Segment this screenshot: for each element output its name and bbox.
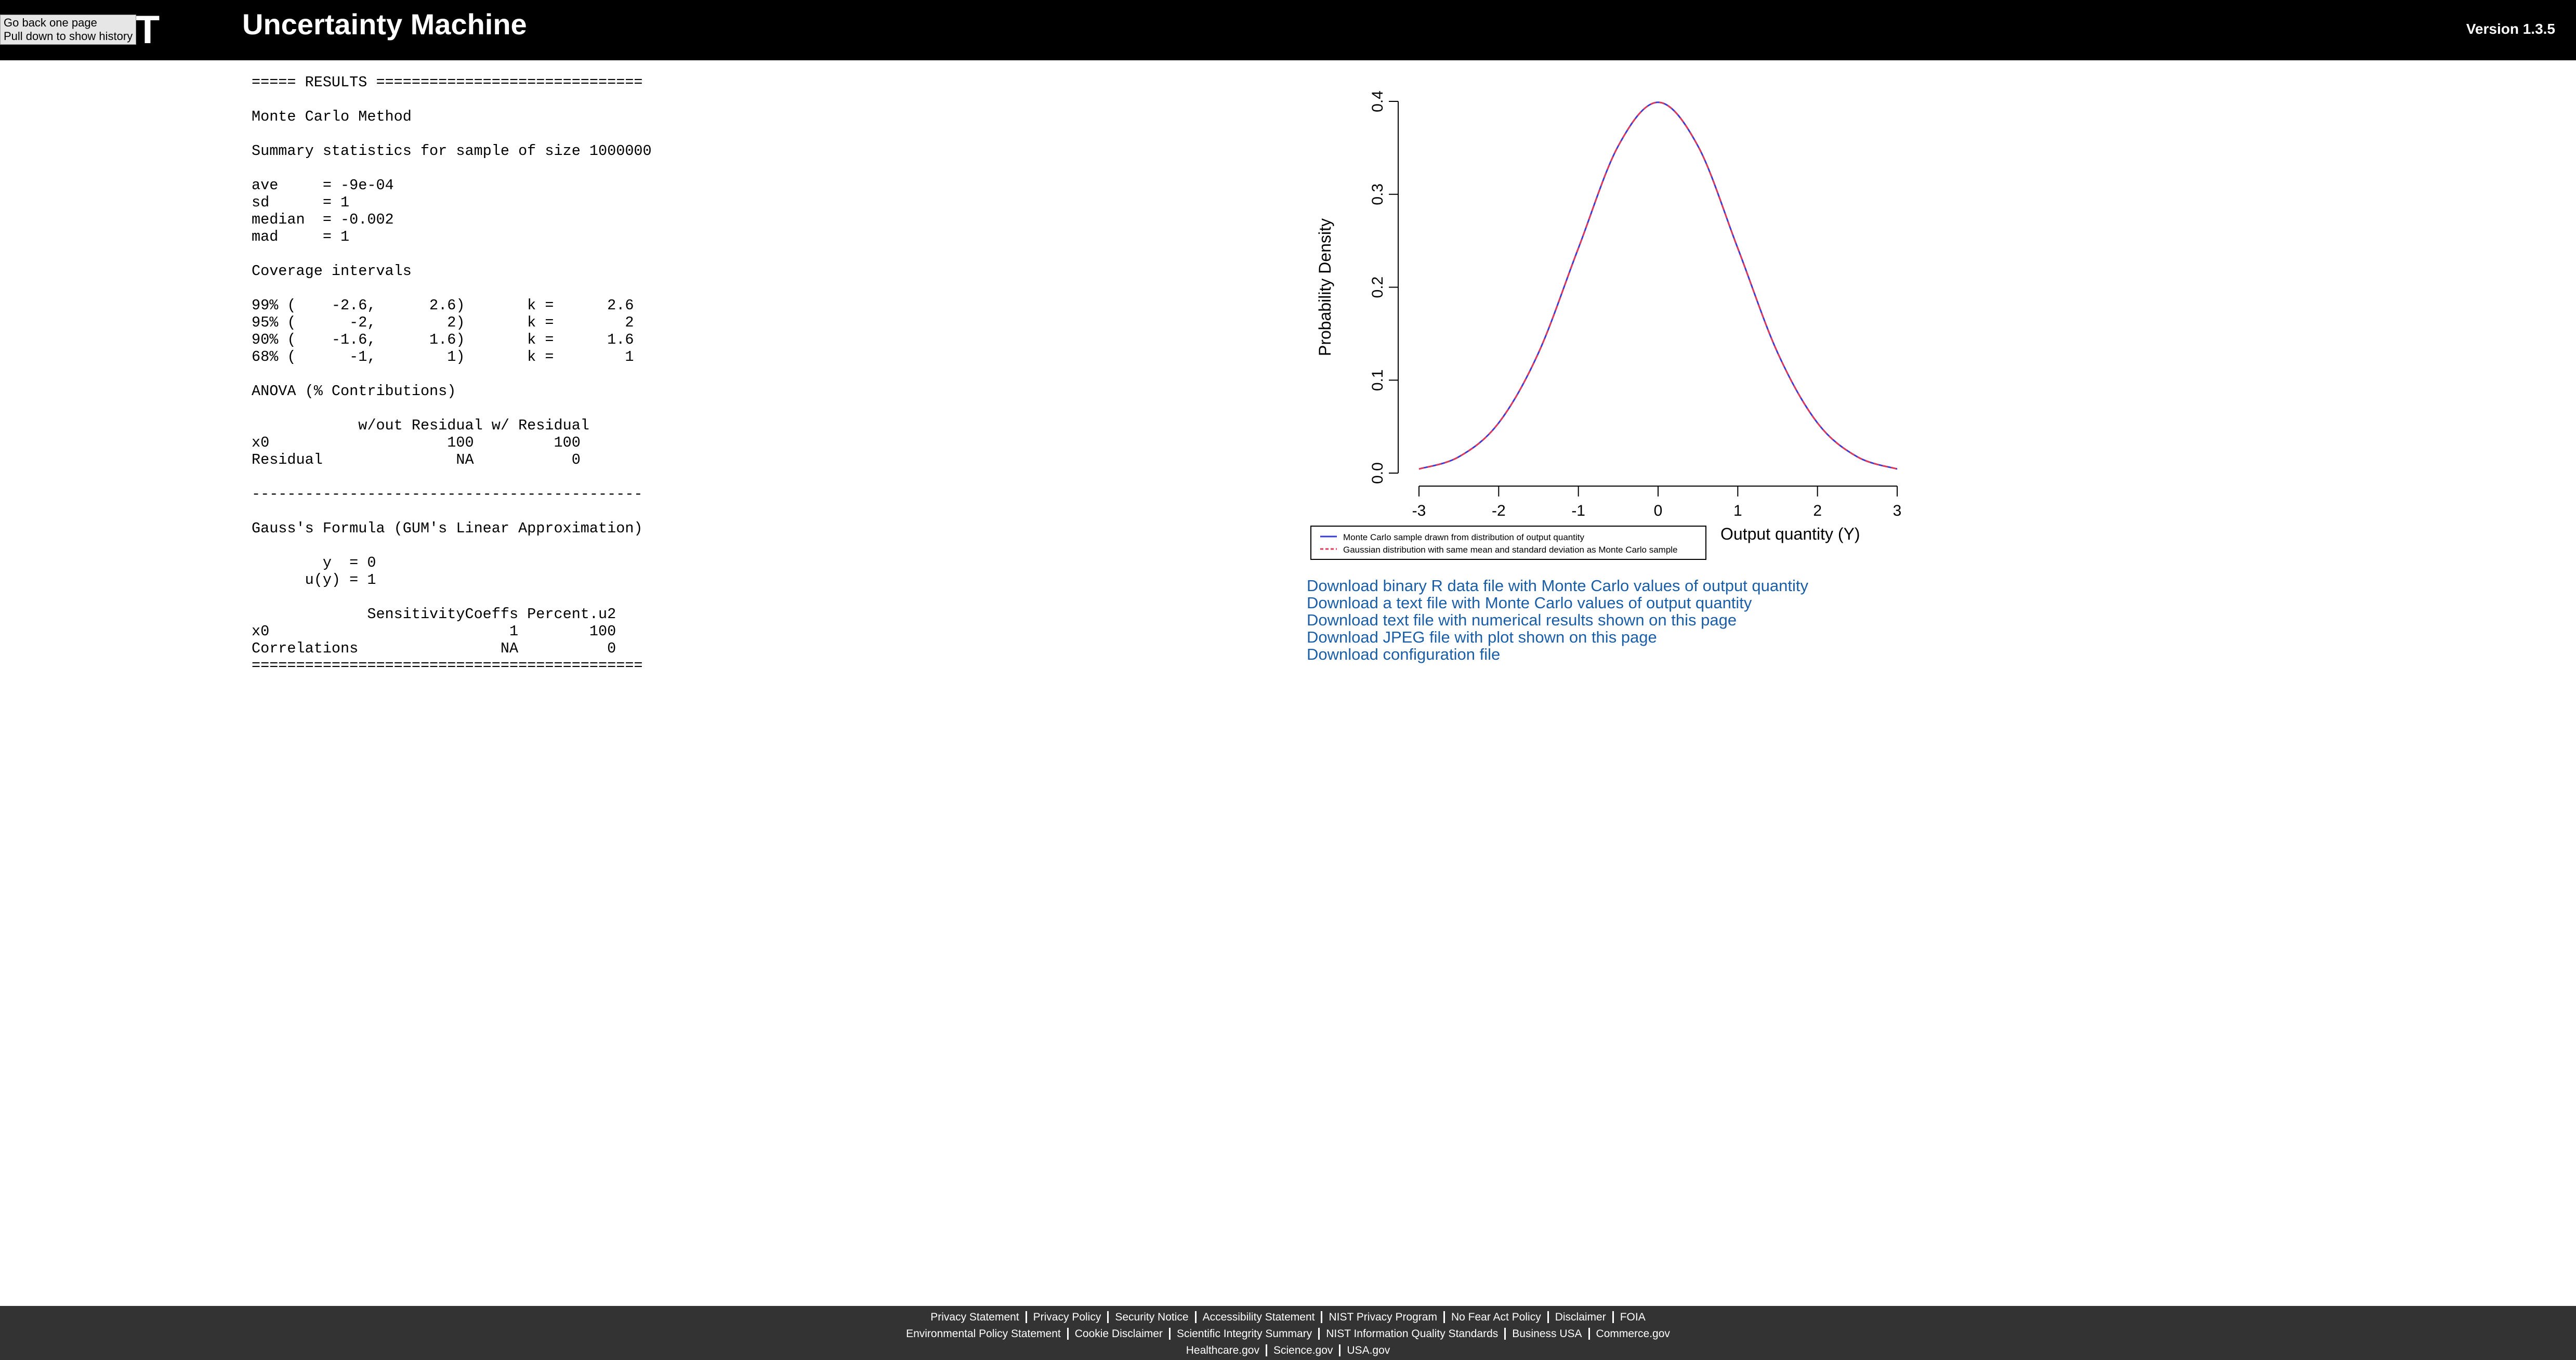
footer-link-security-notice[interactable]: Security Notice — [1109, 1311, 1197, 1323]
results-line: 99% ( -2.6, 2.6) k = 2.6 — [252, 297, 634, 314]
results-line: Residual NA 0 — [252, 451, 581, 468]
results-line: Monte Carlo Method — [252, 108, 412, 125]
y-tick-label: 0.0 — [1369, 462, 1386, 484]
results-line: x0 100 100 — [252, 434, 581, 451]
y-tick-label: 0.4 — [1369, 90, 1386, 112]
download-results-text-link[interactable]: Download text file with numerical result… — [1307, 611, 1737, 629]
tooltip-line-history: Pull down to show history — [4, 30, 133, 43]
page-title: Uncertainty Machine — [242, 8, 527, 41]
header-bar: NIST Uncertainty Machine Version 1.3.5 — [0, 0, 2576, 60]
results-line: Coverage intervals — [252, 263, 412, 280]
results-line: Gauss's Formula (GUM's Linear Approximat… — [252, 520, 643, 537]
gaussian-density-line — [1418, 101, 1898, 470]
footer-link-cookie-disclaimer[interactable]: Cookie Disclaimer — [1068, 1328, 1171, 1340]
footer-link-privacy-statement[interactable]: Privacy Statement — [924, 1311, 1027, 1323]
results-output: ===== RESULTS ==========================… — [252, 74, 652, 674]
footer-link-commerce-gov[interactable]: Commerce.gov — [1596, 1328, 1670, 1340]
results-line: ===== RESULTS ==========================… — [252, 74, 643, 91]
results-line: 68% ( -1, 1) k = 1 — [252, 348, 634, 365]
tooltip-line-back: Go back one page — [4, 16, 97, 29]
footer-link-business-usa[interactable]: Business USA — [1506, 1328, 1590, 1340]
footer-link-information-quality[interactable]: NIST Information Quality Standards — [1320, 1328, 1506, 1340]
footer-row-1: Privacy Statement Privacy Policy Security … — [0, 1309, 2576, 1326]
monte-carlo-density-line — [1418, 101, 1898, 470]
version-label: Version 1.3.5 — [2466, 21, 2555, 37]
results-line: Summary statistics for sample of size 10… — [252, 142, 652, 160]
footer-link-foia[interactable]: FOIA — [1620, 1311, 1646, 1323]
density-plot-svg: -3 -2 -1 0 1 2 3 0.0 0.1 0.2 0.3 0.4 Probability Den… — [1310, 90, 1902, 560]
footer-link-privacy-policy[interactable]: Privacy Policy — [1027, 1311, 1109, 1323]
x-tick-label: 1 — [1733, 502, 1742, 519]
footer-row-3: Healthcare.gov Science.gov USA.gov — [0, 1342, 2576, 1359]
results-line: ANOVA (% Contributions) — [252, 383, 456, 400]
results-line: mad = 1 — [252, 228, 350, 245]
footer-row-2: Environmental Policy Statement Cookie Dis… — [0, 1326, 2576, 1342]
footer-link-science-gov[interactable]: Science.gov — [1267, 1344, 1341, 1356]
x-axis-title: Output quantity (Y) — [1720, 525, 1860, 543]
download-jpeg-link[interactable]: Download JPEG file with plot shown on th… — [1307, 628, 1657, 646]
results-line: x0 1 100 — [252, 623, 616, 640]
results-line: SensitivityCoeffs Percent.u2 — [252, 606, 616, 623]
browser-back-tooltip: Go back one page Pull down to show histo… — [0, 15, 137, 45]
results-line: u(y) = 1 — [252, 571, 376, 589]
download-mc-text-link[interactable]: Download a text file with Monte Carlo va… — [1307, 594, 1752, 612]
footer-link-no-fear-act[interactable]: No Fear Act Policy — [1444, 1311, 1549, 1323]
footer-link-disclaimer[interactable]: Disclaimer — [1548, 1311, 1614, 1323]
footer-link-scientific-integrity[interactable]: Scientific Integrity Summary — [1170, 1328, 1320, 1340]
x-tick-label: 2 — [1813, 502, 1822, 519]
y-tick-label: 0.1 — [1369, 369, 1386, 391]
results-line: y = 0 — [252, 554, 376, 571]
download-config-link[interactable]: Download configuration file — [1307, 645, 1501, 663]
results-line: Correlations NA 0 — [252, 640, 616, 657]
y-axis-title: Probability Density — [1316, 218, 1334, 356]
y-tick-label: 0.3 — [1369, 184, 1386, 205]
density-plot: -3 -2 -1 0 1 2 3 0.0 0.1 0.2 0.3 0.4 Probability Den… — [1294, 73, 1918, 567]
results-line: sd = 1 — [252, 194, 350, 211]
results-line: median = -0.002 — [252, 211, 394, 228]
results-line: ave = -9e-04 — [252, 177, 394, 194]
legend-entry: Monte Carlo sample drawn from distributi… — [1343, 532, 1584, 542]
results-line: ========================================… — [252, 657, 643, 674]
footer-link-nist-privacy-program[interactable]: NIST Privacy Program — [1322, 1311, 1445, 1323]
x-tick-label: 3 — [1893, 502, 1902, 519]
y-tick-label: 0.2 — [1369, 277, 1386, 298]
footer: Privacy Statement Privacy Policy Security … — [0, 1306, 2576, 1360]
results-line: w/out Residual w/ Residual — [252, 417, 589, 434]
plot-legend — [1310, 526, 1706, 560]
footer-link-usa-gov[interactable]: USA.gov — [1347, 1344, 1390, 1356]
results-line: ----------------------------------------… — [252, 486, 643, 503]
download-links: Download binary R data file with Monte C… — [1307, 577, 1808, 663]
footer-link-accessibility[interactable]: Accessibility Statement — [1196, 1311, 1323, 1323]
footer-link-healthcare-gov[interactable]: Healthcare.gov — [1179, 1344, 1267, 1356]
x-tick-label: -2 — [1492, 502, 1506, 519]
results-line: 90% ( -1.6, 1.6) k = 1.6 — [252, 331, 634, 348]
x-tick-label: -3 — [1412, 502, 1426, 519]
download-rdata-link[interactable]: Download binary R data file with Monte C… — [1307, 577, 1808, 595]
footer-link-environmental-policy[interactable]: Environmental Policy Statement — [900, 1328, 1069, 1340]
x-tick-label: -1 — [1571, 502, 1585, 519]
x-tick-label: 0 — [1654, 502, 1663, 519]
legend-entry: Gaussian distribution with same mean and… — [1343, 545, 1678, 555]
results-line: 95% ( -2, 2) k = 2 — [252, 314, 634, 331]
